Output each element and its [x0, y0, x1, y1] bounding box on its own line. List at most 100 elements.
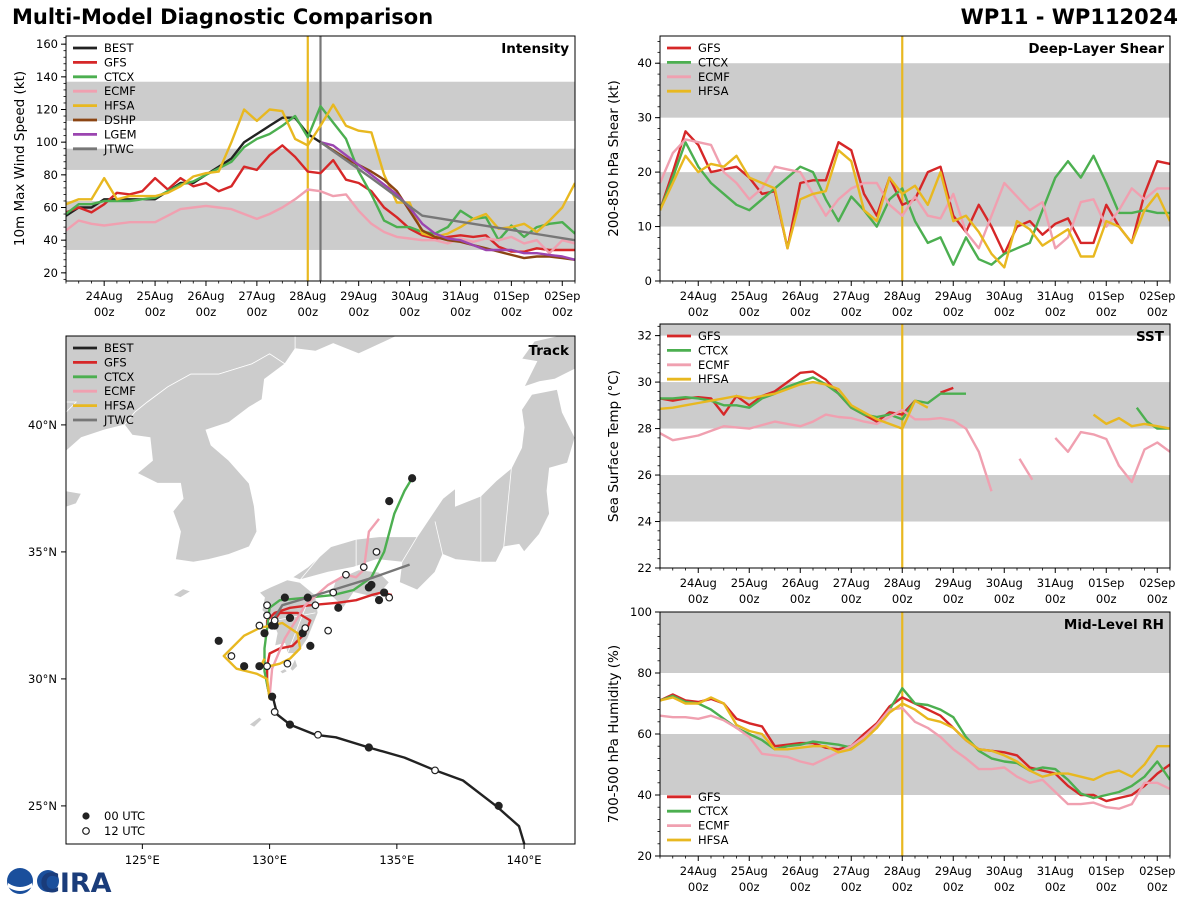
plot-area	[660, 324, 1170, 568]
x-tick-label: 125°E	[125, 853, 160, 867]
marker-00utc	[285, 613, 295, 623]
x-tick-label: 26Aug	[782, 576, 819, 590]
x-tick-label: 01Sep	[1088, 289, 1124, 303]
x-tick-label: 25Aug	[137, 289, 174, 303]
marker-legend-label: 00 UTC	[104, 809, 145, 823]
legend-label: ECMF	[698, 358, 730, 372]
x-tick-label: 24Aug	[86, 289, 123, 303]
x-tick-sublabel: 00z	[1045, 880, 1066, 894]
y-tick-label: 22	[637, 561, 652, 575]
series-line-gfs	[940, 386, 954, 394]
y-tick-label: 100	[630, 605, 652, 619]
x-tick-label: 30Aug	[986, 289, 1023, 303]
y-tick-label: 20	[637, 165, 652, 179]
yakushima-land	[279, 668, 289, 675]
panel-shear: 0 10 20 30 40 24Aug 00z 25Aug 00z 26Aug 00z 27Aug 00…	[606, 35, 1175, 319]
x-tick-label: 01Sep	[1088, 576, 1124, 590]
track-line-ecmf	[268, 518, 380, 697]
x-tick-label: 01Sep	[493, 289, 529, 303]
x-tick-label: 29Aug	[935, 576, 972, 590]
shandong-land	[66, 490, 82, 642]
marker-12utc	[263, 662, 271, 671]
legend-label: GFS	[104, 355, 127, 369]
shaded-band	[660, 382, 1170, 429]
y-axis-label: 200-850 hPa Shear (kt)	[606, 80, 622, 237]
legend-label: HFSA	[698, 84, 729, 98]
x-tick-label: 25Aug	[731, 289, 768, 303]
marker-00utc	[367, 580, 376, 590]
x-tick-sublabel: 00z	[790, 592, 811, 606]
jeju-land	[171, 588, 192, 599]
legend-label: GFS	[698, 329, 721, 343]
x-tick-label: 130°E	[252, 853, 287, 867]
x-tick-sublabel: 00z	[841, 880, 862, 894]
boundary-line	[299, 549, 326, 581]
series-line-hfsa	[66, 103, 575, 239]
marker-00utc	[380, 588, 389, 597]
axes-frame	[65, 335, 576, 845]
marker-12utc	[270, 708, 279, 716]
y-tick-label: 40	[43, 233, 58, 247]
x-tick-sublabel: 00z	[994, 592, 1015, 606]
boundary-line	[434, 521, 444, 555]
marker-12utc	[314, 730, 322, 739]
panel-sst: 22 24 26 28 30 32 24Aug 00z 25Aug 00z 26Aug 00z 27Au…	[606, 323, 1175, 606]
x-tick-label: 29Aug	[935, 864, 972, 878]
marker-12utc	[329, 588, 338, 597]
y-tick-label: 60	[43, 201, 58, 215]
x-tick-label: 25Aug	[731, 864, 768, 878]
x-tick-label: 30Aug	[986, 864, 1023, 878]
y-tick-label: 140	[36, 70, 58, 84]
y-tick-label: 0	[645, 274, 652, 288]
x-tick-sublabel: 00z	[1045, 305, 1066, 319]
x-tick-sublabel: 00z	[688, 880, 709, 894]
x-tick-sublabel: 00z	[790, 305, 811, 319]
x-tick-label: 27Aug	[833, 864, 870, 878]
marker-12utc	[263, 601, 271, 610]
marker-00utc	[280, 593, 289, 602]
y-tick-label: 40	[637, 56, 652, 70]
x-tick-label: 28Aug	[289, 289, 326, 303]
y-tick-label: 100	[36, 135, 58, 149]
track-line-hfsa	[222, 621, 302, 700]
page-title: Multi-Model Diagnostic Comparison	[12, 5, 434, 29]
series-line-ecmf	[660, 138, 1170, 250]
tanegashima-land	[289, 657, 299, 672]
x-tick-label: 28Aug	[884, 576, 921, 590]
legend-label: HFSA	[104, 399, 135, 413]
track-line-jtwc	[268, 563, 411, 627]
y-tick-label: 30	[637, 375, 652, 389]
x-tick-sublabel: 00z	[943, 305, 964, 319]
storm-id: WP11 - WP112024	[960, 5, 1178, 29]
x-tick-sublabel: 00z	[1045, 592, 1066, 606]
x-tick-label: 01Sep	[1088, 864, 1124, 878]
legend-label: ECMF	[104, 84, 136, 98]
plot-area	[66, 36, 575, 281]
x-tick-label: 26Aug	[187, 289, 224, 303]
boundary-line	[401, 536, 418, 563]
legend-label: GFS	[698, 41, 721, 55]
x-tick-label: 02Sep	[1139, 864, 1175, 878]
marker-legend-label: 12 UTC	[104, 824, 145, 838]
series-line-ecmf	[66, 188, 575, 255]
marker-00utc	[408, 474, 417, 483]
y-tick-label: 24	[637, 515, 652, 529]
y-tick-label: 20	[637, 849, 652, 863]
marker-12utc	[255, 621, 264, 630]
x-tick-sublabel: 00z	[501, 305, 522, 319]
legend-label: CTCX	[698, 343, 728, 357]
legend-label: CTCX	[104, 70, 134, 84]
marker-00utc	[260, 629, 269, 638]
shaded-band	[660, 63, 1170, 118]
legend-label: HFSA	[698, 372, 729, 386]
y-tick-label: 28	[637, 422, 652, 436]
track-line-best	[268, 693, 526, 844]
marker-12utc	[359, 563, 368, 572]
x-tick-sublabel: 00z	[790, 880, 811, 894]
y-tick-label: 32	[637, 329, 652, 343]
x-tick-label: 28Aug	[884, 864, 921, 878]
x-tick-label: 25Aug	[731, 576, 768, 590]
